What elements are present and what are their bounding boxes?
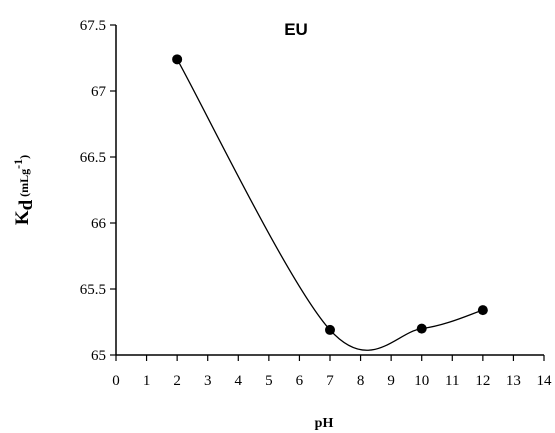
y-tick-label: 65 bbox=[91, 348, 106, 364]
x-tick-label: 8 bbox=[357, 373, 365, 389]
x-tick-label: 3 bbox=[204, 373, 212, 389]
x-tick-label: 2 bbox=[173, 373, 181, 389]
x-tick-label: 0 bbox=[112, 373, 120, 389]
y-tick-label: 66.5 bbox=[80, 150, 106, 166]
x-tick-label: 5 bbox=[265, 373, 273, 389]
x-tick-label: 12 bbox=[475, 373, 490, 389]
y-label-unit-close: ) bbox=[17, 155, 31, 159]
y-tick-label: 65.5 bbox=[80, 282, 106, 298]
chart-title: EU bbox=[284, 20, 308, 39]
x-tick-label: 1 bbox=[143, 373, 151, 389]
y-tick-label: 67 bbox=[91, 84, 107, 100]
data-point bbox=[325, 324, 335, 335]
y-label-subscript: d bbox=[16, 199, 37, 210]
x-tick-label: 13 bbox=[506, 373, 521, 389]
series-line bbox=[176, 59, 484, 351]
y-label-unit-exponent: -1 bbox=[11, 159, 25, 169]
y-label-unit: (mLg bbox=[17, 169, 31, 200]
y-ticks: 65 65.5 66 66.5 67 67.5 bbox=[80, 18, 116, 364]
y-label-symbol: K bbox=[12, 210, 33, 225]
x-tick-label: 14 bbox=[537, 373, 553, 389]
x-tick-label: 4 bbox=[235, 373, 243, 389]
y-tick-label: 66 bbox=[91, 216, 107, 232]
data-points bbox=[172, 54, 488, 335]
x-tick-label: 11 bbox=[445, 373, 459, 389]
data-point bbox=[416, 323, 427, 334]
x-tick-label: 9 bbox=[387, 373, 395, 389]
x-axis-label: pH bbox=[315, 416, 334, 431]
x-ticks: 0 1 2 3 4 5 6 7 8 9 10 11 12 13 14 bbox=[112, 355, 552, 389]
x-tick-label: 6 bbox=[296, 373, 304, 389]
y-axis-label: Kd (mLg-1) bbox=[11, 155, 37, 225]
x-tick-label: 7 bbox=[326, 373, 334, 389]
y-tick-label: 67.5 bbox=[80, 18, 106, 34]
data-point bbox=[172, 54, 183, 65]
data-point bbox=[477, 305, 488, 316]
x-tick-label: 10 bbox=[414, 373, 429, 389]
